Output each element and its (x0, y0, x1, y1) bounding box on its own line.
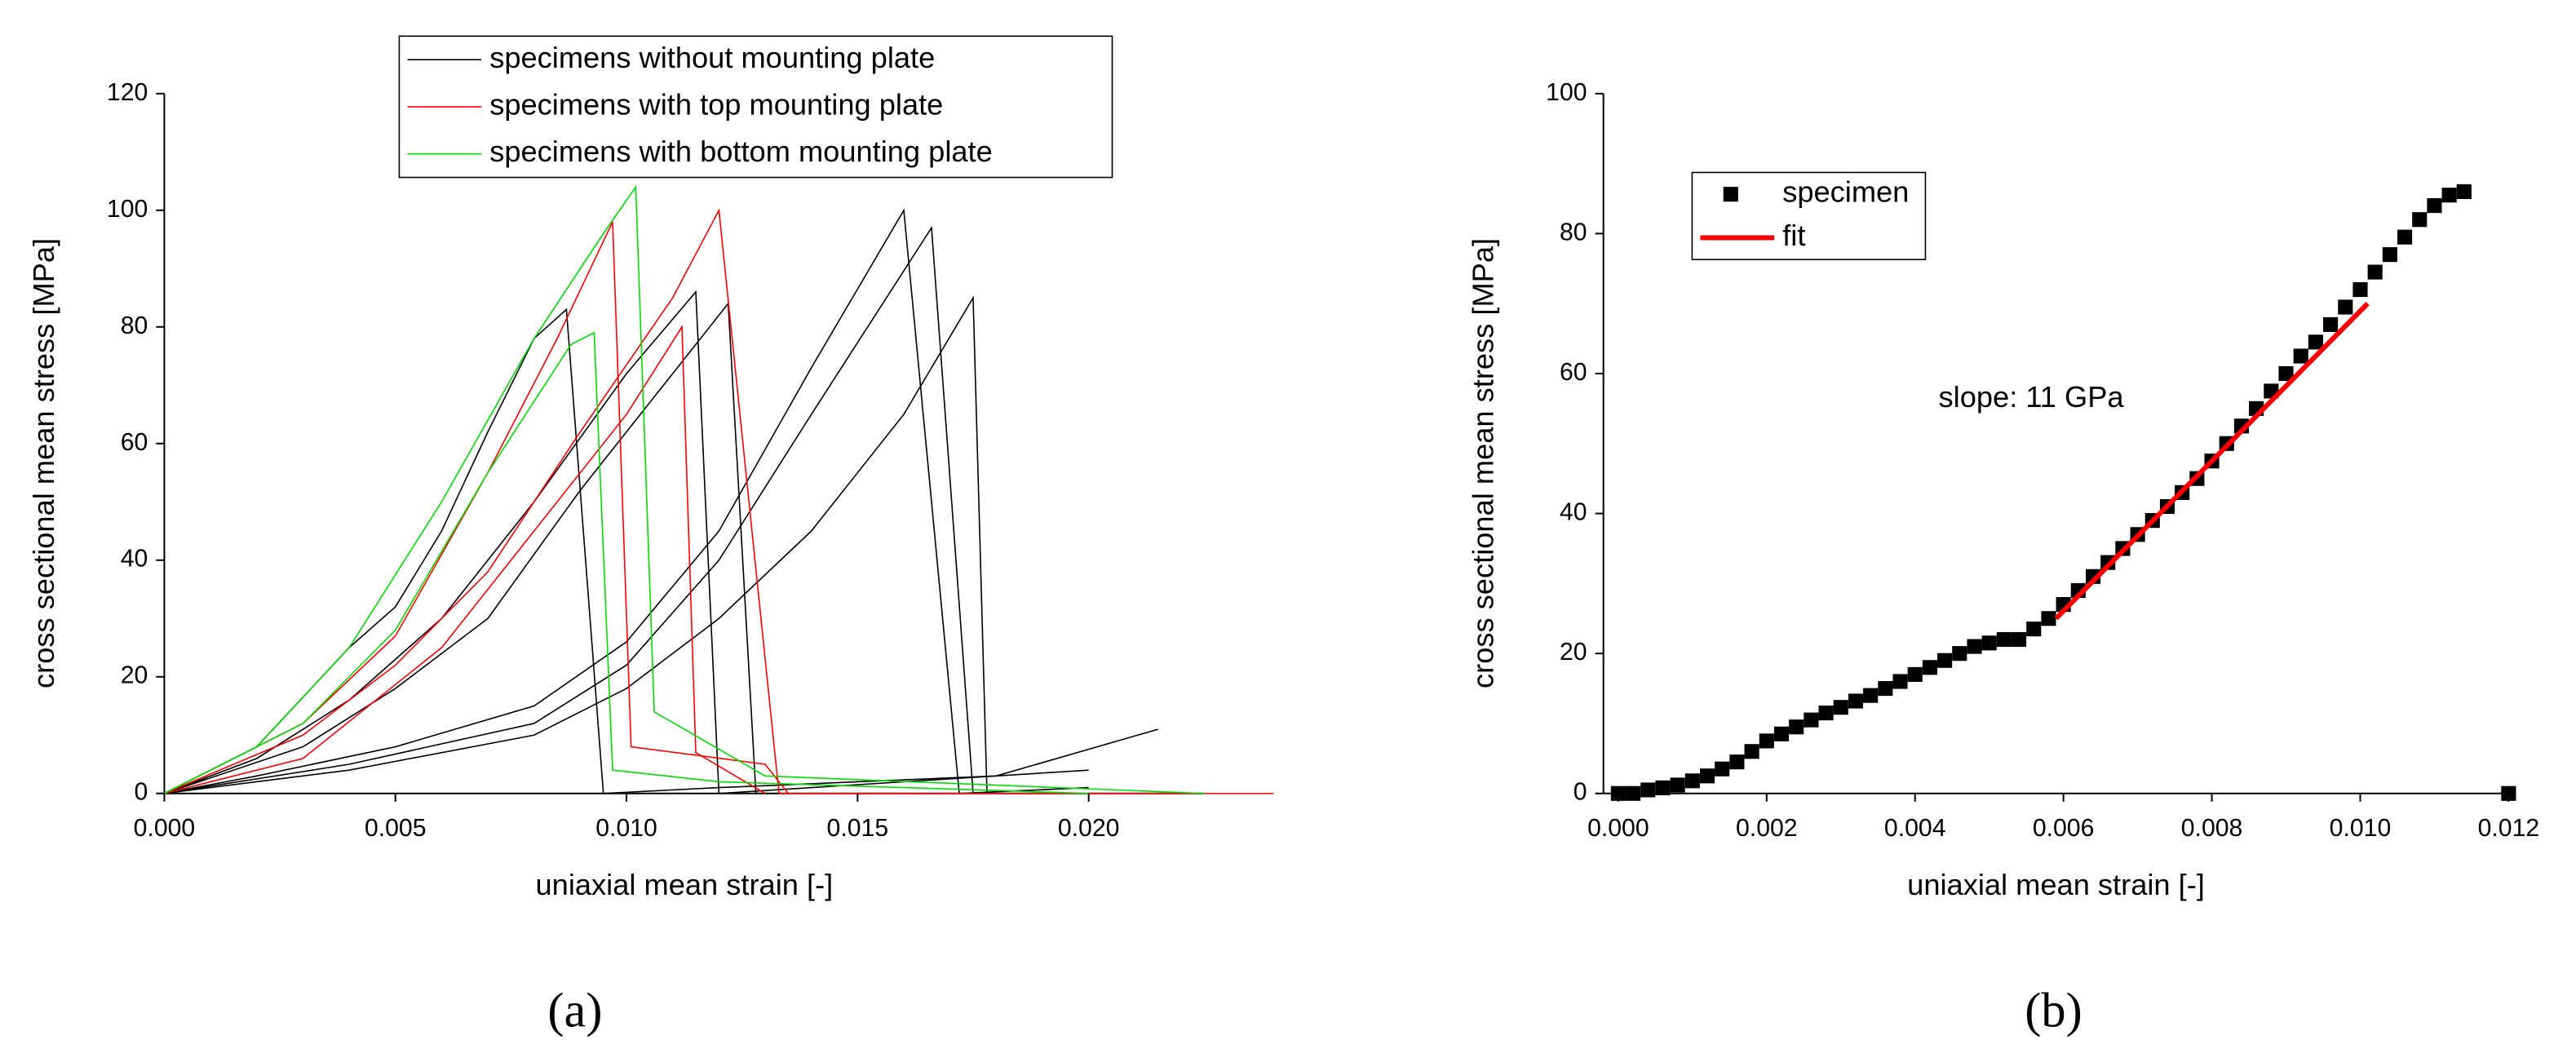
data-point (1715, 761, 1730, 777)
data-point (2278, 365, 2294, 382)
data-point (2382, 247, 2397, 263)
y-tick-label: 80 (1560, 219, 1587, 246)
x-tick-label: 0.020 (1058, 815, 1120, 842)
data-point (1684, 773, 1700, 789)
x-tick-label: 0.005 (365, 815, 427, 842)
data-point (1878, 680, 1893, 697)
data-point (1804, 712, 1819, 728)
data-line (2054, 302, 2370, 621)
x-tick-label: 0.010 (595, 815, 657, 842)
x-tick-label: 0.000 (1587, 815, 1649, 842)
x-tick-label: 0.006 (2033, 815, 2095, 842)
data-point (1907, 666, 1923, 682)
data-point (2041, 611, 2056, 626)
data-point (1863, 688, 1879, 703)
data-point (1729, 754, 1745, 770)
data-point (1773, 726, 1790, 741)
x-axis-label: uniaxial mean strain [-] (536, 868, 834, 901)
data-line (164, 302, 1089, 794)
y-tick-label: 40 (121, 546, 148, 573)
data-point (1610, 785, 1626, 801)
x-tick-label: 0.008 (2181, 815, 2243, 842)
data-point (1626, 785, 1641, 801)
legend-label: specimen (1782, 175, 1909, 209)
y-tick-label: 80 (121, 312, 148, 339)
data-point (1655, 780, 1671, 795)
data-point (1937, 653, 1953, 668)
data-point (1699, 768, 1715, 784)
y-axis-label: cross sectional mean stress [MPa] (27, 238, 60, 688)
data-line (164, 290, 1089, 794)
y-tick-label: 120 (107, 79, 148, 106)
data-point (1922, 660, 1937, 675)
y-tick-label: 60 (121, 429, 148, 456)
data-line (164, 331, 1089, 794)
data-point (2338, 299, 2353, 315)
data-point (1789, 719, 1804, 735)
x-tick-label: 0.012 (2478, 815, 2540, 842)
data-point (2308, 334, 2323, 350)
y-tick-label: 20 (121, 662, 148, 689)
data-point (1981, 635, 1997, 651)
data-line (164, 208, 1274, 794)
panel-label: (b) (2025, 983, 2082, 1038)
data-line (164, 225, 1089, 794)
y-tick-label: 60 (1560, 359, 1587, 386)
legend-label: fit (1782, 219, 1805, 252)
y-tick-label: 100 (1546, 79, 1587, 106)
data-line (164, 184, 1205, 794)
data-line (164, 208, 1089, 794)
data-point (2427, 198, 2442, 214)
legend-label: specimens without mounting plate (489, 41, 935, 74)
x-tick-label: 0.004 (1884, 815, 1946, 842)
data-point (2293, 348, 2308, 364)
data-line (164, 221, 789, 794)
legend-label: specimens with bottom mounting plate (489, 135, 993, 168)
x-axis-label: uniaxial mean strain [-] (1907, 868, 2205, 901)
x-tick-label: 0.000 (134, 815, 196, 842)
data-point (1818, 706, 1834, 721)
y-tick-label: 0 (1573, 779, 1587, 806)
data-point (2011, 631, 2027, 648)
y-tick-label: 100 (107, 196, 148, 223)
annotation: slope: 11 GPa (1939, 380, 2125, 414)
data-point (2026, 622, 2042, 637)
y-axis-label: cross sectional mean stress [MPa] (1466, 238, 1499, 688)
data-point (2323, 316, 2339, 332)
x-tick-label: 0.002 (1736, 815, 1798, 842)
data-line (164, 325, 766, 794)
data-point (2456, 184, 2472, 199)
panel-label: (a) (547, 983, 602, 1038)
data-point (1759, 733, 1774, 749)
data-line (164, 295, 1089, 794)
data-point (2501, 785, 2516, 801)
data-point (1996, 631, 2012, 648)
data-point (1848, 693, 1864, 709)
x-tick-label: 0.015 (827, 815, 889, 842)
data-point (1833, 700, 1848, 715)
data-point (2367, 264, 2383, 280)
data-point (2412, 212, 2428, 228)
legend-box (398, 35, 1113, 179)
data-point (2441, 188, 2457, 203)
data-point (1670, 777, 1685, 793)
data-point (1892, 674, 1908, 689)
x-tick-label: 0.010 (2330, 815, 2392, 842)
y-tick-label: 20 (1560, 639, 1587, 666)
legend-swatch (1723, 187, 1738, 202)
legend-label: specimens with top mounting plate (489, 87, 943, 121)
data-line (164, 308, 1158, 794)
y-tick-label: 0 (135, 779, 148, 806)
data-point (2352, 281, 2368, 298)
data-point (2397, 229, 2413, 245)
data-point (1967, 639, 1982, 654)
data-point (1952, 646, 1967, 662)
data-point (1744, 744, 1759, 759)
data-point (1640, 782, 1656, 798)
y-tick-label: 40 (1560, 499, 1587, 526)
